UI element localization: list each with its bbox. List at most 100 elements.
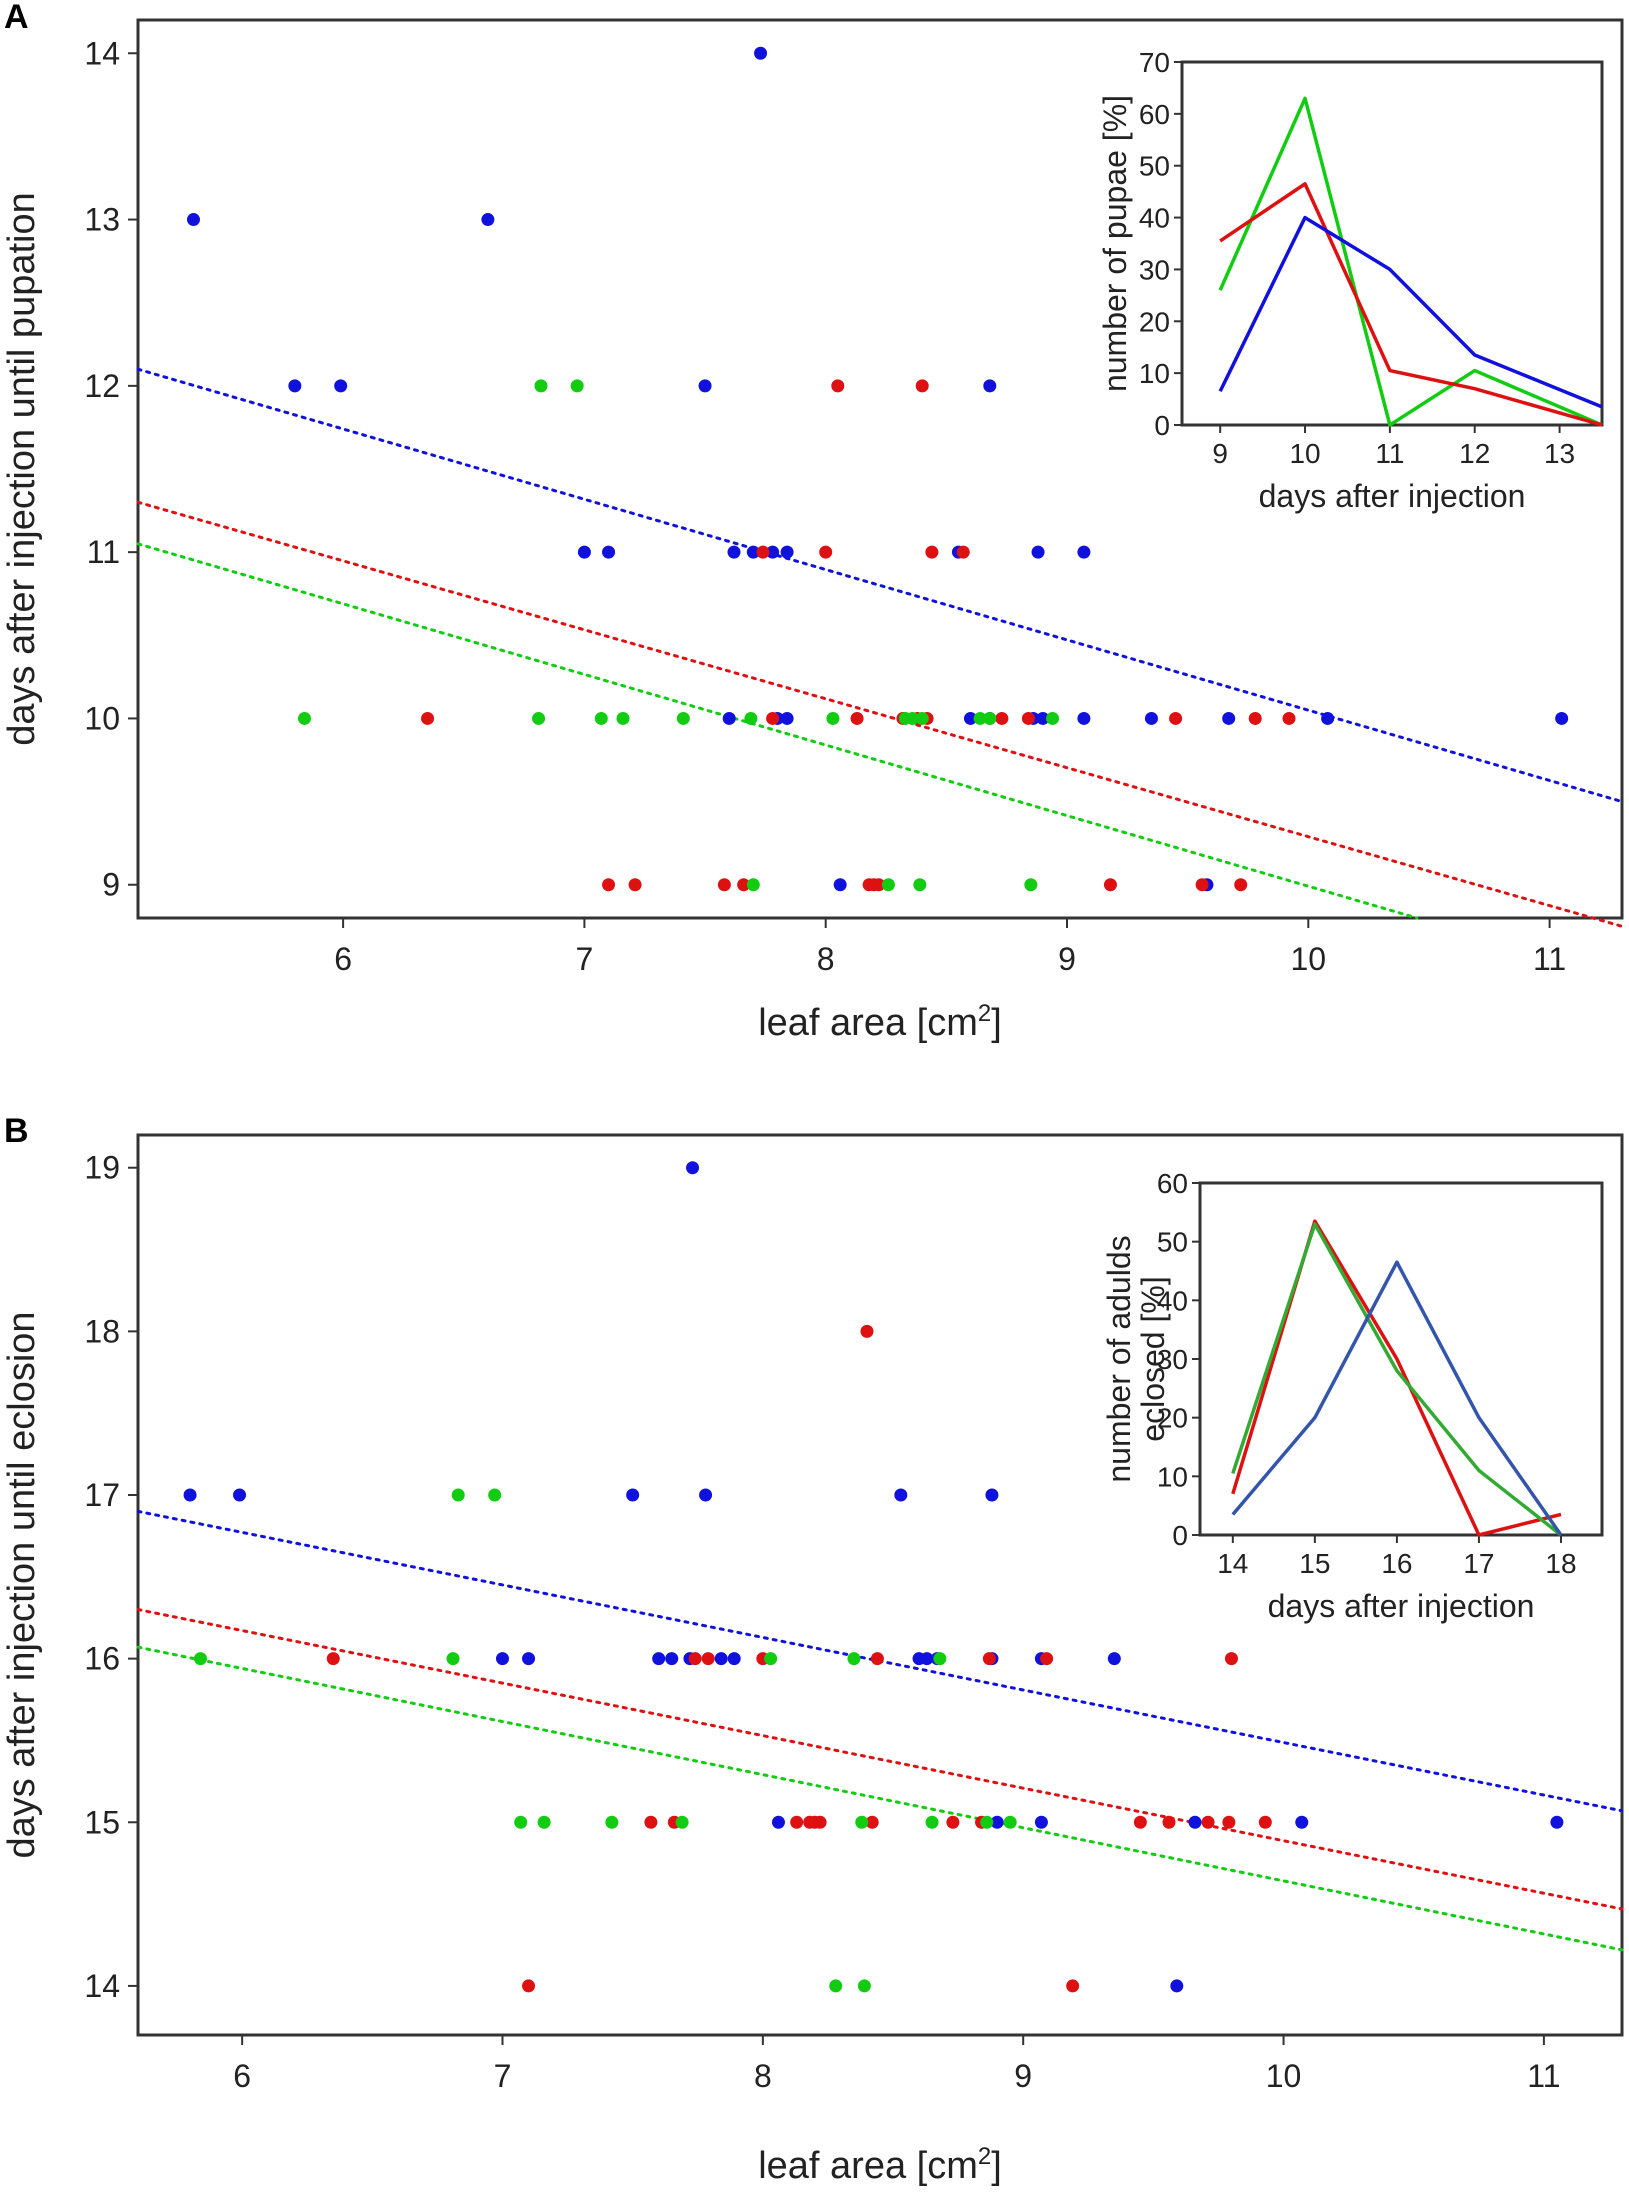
a-point-green <box>746 878 760 892</box>
b-inset-y-tick-label: 50 <box>1157 1227 1188 1258</box>
b-x-tick-label: 6 <box>233 2058 251 2094</box>
a-point-red <box>1103 878 1117 892</box>
a-point-red <box>766 711 780 725</box>
b-y-tick-label: 15 <box>84 1804 120 1840</box>
b-point-green <box>764 1652 778 1666</box>
b-point-green <box>857 1979 871 1993</box>
b-point-red <box>644 1815 658 1829</box>
a-y-tick-label: 13 <box>84 202 120 238</box>
b-x-tick-label: 11 <box>1527 2058 1560 2094</box>
a-trendline-blue <box>136 367 1624 804</box>
a-point-red <box>421 711 435 725</box>
b-inset-y-tick-label: 20 <box>1157 1403 1188 1434</box>
b-point-red <box>860 1324 874 1338</box>
a-point-green <box>906 711 920 725</box>
a-point-blue <box>1321 711 1335 725</box>
b-point-blue <box>1034 1815 1048 1829</box>
b-point-red <box>1201 1815 1215 1829</box>
b-point-blue <box>985 1488 999 1502</box>
b-point-blue <box>183 1488 197 1502</box>
b-point-green <box>829 1979 843 1993</box>
b-y-tick-label: 16 <box>84 1641 120 1677</box>
a-point-green <box>744 711 758 725</box>
panel-b-inset: 14 15 16 17 18 0 10 20 30 40 50 60 days after inject… <box>1101 1168 1604 1624</box>
a-point-red <box>1234 878 1248 892</box>
a-point-red <box>602 878 616 892</box>
a-point-blue <box>1036 711 1050 725</box>
a-inset-series-blue <box>1218 215 1603 409</box>
panel-a-letter: A <box>4 0 29 36</box>
a-point-red <box>956 545 970 559</box>
a-x-tick-label: 6 <box>334 941 352 977</box>
a-point-green <box>616 711 630 725</box>
a-point-red <box>717 878 731 892</box>
b-point-green <box>675 1815 689 1829</box>
b-trendline-red <box>136 1608 1624 1911</box>
a-point-blue <box>577 545 591 559</box>
a-x-tick-label: 11 <box>1533 941 1566 977</box>
a-trendline-green <box>136 542 1419 920</box>
a-point-green <box>973 711 987 725</box>
b-inset-x-tick-label: 16 <box>1381 1548 1412 1579</box>
b-point-blue <box>626 1488 640 1502</box>
b-point-blue <box>665 1652 679 1666</box>
panel-a-inset: 9 10 11 12 13 0 10 20 30 40 50 60 70 days after injec… <box>1097 47 1604 514</box>
a-inset-y-tick-label: 70 <box>1139 47 1170 78</box>
b-y-tick-label: 14 <box>84 1968 120 2004</box>
b-point-red <box>982 1652 996 1666</box>
b-point-red <box>326 1652 340 1666</box>
a-point-red <box>915 379 929 393</box>
b-point-green <box>488 1488 502 1502</box>
b-x-axis-label-tail: ] <box>991 2145 1002 2187</box>
b-point-green <box>514 1815 528 1829</box>
a-inset-frame <box>1180 60 1604 427</box>
a-trendline-red <box>136 500 1624 928</box>
a-point-blue <box>1077 711 1091 725</box>
panel-b-plot: 6 7 8 9 10 11 14 15 16 17 18 19 leaf area [cm2] days … <box>1 1133 1624 2187</box>
b-inset-y-axis-label-line2: eclosed [%] <box>1135 1276 1171 1441</box>
a-point-green <box>915 711 929 725</box>
a-inset-y-tick-label: 20 <box>1139 306 1170 337</box>
b-point-red <box>813 1815 827 1829</box>
b-inset-x-tick-label: 14 <box>1217 1548 1248 1579</box>
a-x-axis-label-superscript: 2 <box>978 1000 991 1027</box>
a-y-axis-label: days after injection until pupation <box>1 192 43 745</box>
a-point-red <box>850 711 864 725</box>
b-x-tick-label: 9 <box>1014 2058 1032 2094</box>
a-inset-x-tick-label: 13 <box>1544 438 1575 469</box>
a-point-red <box>1021 711 1035 725</box>
a-point-blue <box>833 878 847 892</box>
b-inset-y-tick-label: 10 <box>1157 1461 1188 1492</box>
a-inset-x-tick-label: 10 <box>1289 438 1320 469</box>
a-inset-x-tick-label: 11 <box>1375 438 1404 469</box>
a-inset-series-red <box>1219 182 1603 427</box>
b-point-blue <box>522 1652 536 1666</box>
a-inset-series-green <box>1218 96 1603 427</box>
a-point-green <box>676 711 690 725</box>
a-y-tick-label: 12 <box>84 368 120 404</box>
a-inset-x-tick-label: 12 <box>1459 438 1490 469</box>
b-point-red <box>701 1652 715 1666</box>
b-y-axis-label: days after injection until eclosion <box>1 1311 43 1858</box>
a-point-green <box>1046 711 1060 725</box>
b-point-red <box>946 1815 960 1829</box>
b-y-tick-label: 18 <box>84 1313 120 1349</box>
a-point-blue <box>766 545 780 559</box>
a-point-green <box>913 878 927 892</box>
a-point-green <box>983 711 997 725</box>
a-point-red <box>756 545 770 559</box>
a-point-blue <box>746 545 760 559</box>
b-point-red <box>865 1815 879 1829</box>
a-point-blue <box>481 213 495 227</box>
b-point-red <box>1222 1815 1236 1829</box>
b-point-green <box>855 1815 869 1829</box>
panel-b-letter: B <box>4 1112 29 1150</box>
b-point-blue <box>233 1488 247 1502</box>
a-point-blue <box>722 711 736 725</box>
b-point-red <box>1066 1979 1080 1993</box>
b-point-blue <box>1170 1979 1184 1993</box>
a-point-blue <box>754 46 768 60</box>
a-point-blue <box>334 379 348 393</box>
b-y-tick-label: 17 <box>84 1477 120 1513</box>
